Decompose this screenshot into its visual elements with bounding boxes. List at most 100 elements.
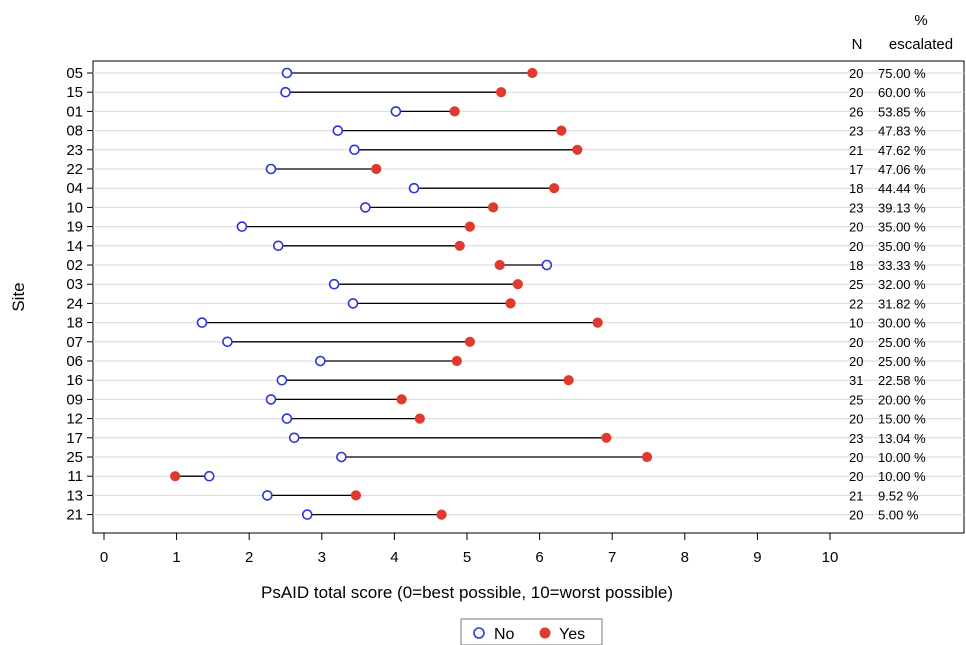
row-pct-escalated: 75.00 % <box>878 66 926 81</box>
row-pct-escalated: 10.00 % <box>878 469 926 484</box>
n-column-header: N <box>852 36 863 53</box>
pct-escalated-header-line2: escalated <box>889 36 953 53</box>
point-yes <box>496 87 507 98</box>
y-tick-label: 01 <box>66 103 83 120</box>
point-yes <box>488 202 499 213</box>
row-pct-escalated: 22.58 % <box>878 373 926 388</box>
point-no <box>262 490 273 501</box>
row-pct-escalated: 47.83 % <box>878 124 926 139</box>
row-n-value: 20 <box>849 220 863 235</box>
row-n-value: 20 <box>849 469 863 484</box>
point-yes <box>556 125 567 136</box>
point-no <box>265 394 277 405</box>
point-yes <box>454 240 465 251</box>
point-no <box>272 240 284 252</box>
x-tick-label: 1 <box>172 549 180 566</box>
x-axis: 0 1 2 3 4 5 6 7 8 9 10 <box>100 533 839 566</box>
row-pct-escalated: 13.04 % <box>878 431 926 446</box>
y-tick-label: 11 <box>67 468 83 485</box>
x-tick-label: 5 <box>463 549 471 566</box>
y-tick-label: 21 <box>66 507 83 524</box>
point-no <box>301 509 313 520</box>
row-pct-escalated: 47.62 % <box>878 143 926 158</box>
point-no <box>328 278 340 290</box>
dumbbell-points <box>170 67 653 520</box>
row-pct-escalated: 44.44 % <box>878 181 926 196</box>
dumbbell-lines <box>175 72 648 516</box>
point-no <box>360 202 371 213</box>
row-pct-escalated: 25.00 % <box>878 354 926 369</box>
row-n-value: 20 <box>849 85 863 100</box>
row-pct-escalated: 39.13 % <box>878 200 926 215</box>
row-pct-escalated: 25.00 % <box>878 335 926 350</box>
row-pct-escalated: 53.85 % <box>878 104 926 119</box>
point-no <box>347 298 359 309</box>
row-n-value: 20 <box>849 335 863 350</box>
row-pct-escalated: 35.00 % <box>878 220 926 235</box>
y-tick-label: 13 <box>66 487 83 504</box>
point-no <box>390 106 402 117</box>
row-pct-escalated: 10.00 % <box>878 450 926 465</box>
point-yes <box>601 432 612 443</box>
point-no <box>288 432 300 444</box>
y-tick-label: 02 <box>66 257 83 274</box>
y-tick-label: 25 <box>66 449 83 466</box>
row-pct-escalated: 9.52 % <box>878 488 919 503</box>
x-tick-label: 2 <box>245 549 253 566</box>
y-tick-labels: 05 15 01 08 23 22 04 10 19 14 02 03 24 18 07 06 16 09 12 17… <box>66 65 93 524</box>
row-n-value: 18 <box>849 258 863 273</box>
row-pct-escalated: 5.00 % <box>878 508 919 523</box>
point-yes <box>494 259 505 271</box>
row-n-value: 21 <box>849 488 863 503</box>
point-no <box>336 451 347 463</box>
point-no <box>280 86 291 98</box>
y-tick-label: 09 <box>66 391 83 408</box>
row-n-value: 20 <box>849 412 863 427</box>
row-n-value: 17 <box>849 162 863 177</box>
y-tick-label: 05 <box>66 65 83 82</box>
x-tick-label: 10 <box>822 549 839 566</box>
gridlines <box>93 72 964 516</box>
y-tick-label: 12 <box>66 411 83 428</box>
row-n-value: 31 <box>849 373 863 388</box>
point-yes <box>451 355 462 367</box>
legend-label-yes: Yes <box>559 626 585 643</box>
legend-marker-yes <box>539 627 551 639</box>
y-tick-label: 17 <box>66 430 83 447</box>
right-table: 20 75.00 % 20 60.00 % 26 53.85 % 23 47.83 % 21 47… <box>849 66 926 523</box>
point-no <box>541 259 553 271</box>
y-tick-label: 14 <box>66 238 83 255</box>
row-n-value: 25 <box>849 392 863 407</box>
point-yes <box>371 163 382 175</box>
x-axis-title: PsAID total score (0=best possible, 10=w… <box>261 583 673 602</box>
y-tick-label: 19 <box>66 219 83 236</box>
point-yes <box>527 67 538 79</box>
point-no <box>281 413 293 424</box>
y-tick-label: 18 <box>66 315 83 332</box>
point-yes <box>572 144 583 155</box>
legend: No Yes <box>460 618 603 645</box>
point-yes <box>641 451 653 463</box>
x-tick-label: 7 <box>608 549 616 566</box>
row-n-value: 22 <box>849 296 863 311</box>
y-tick-label: 06 <box>66 353 83 370</box>
point-no <box>196 317 208 328</box>
y-axis-title: Site <box>9 282 28 311</box>
y-tick-label: 10 <box>66 199 83 216</box>
point-yes <box>396 394 407 405</box>
point-yes <box>464 336 476 347</box>
y-tick-label: 24 <box>66 295 83 312</box>
x-tick-label: 6 <box>535 549 543 566</box>
point-no <box>276 374 288 386</box>
y-tick-label: 22 <box>66 161 83 178</box>
point-no <box>315 355 326 367</box>
y-tick-label: 04 <box>66 180 83 197</box>
point-yes <box>563 375 574 386</box>
row-n-value: 20 <box>849 354 863 369</box>
row-pct-escalated: 31.82 % <box>878 296 926 311</box>
point-no <box>203 470 215 482</box>
row-n-value: 25 <box>849 277 863 292</box>
row-n-value: 23 <box>849 124 863 139</box>
point-yes <box>512 279 523 290</box>
